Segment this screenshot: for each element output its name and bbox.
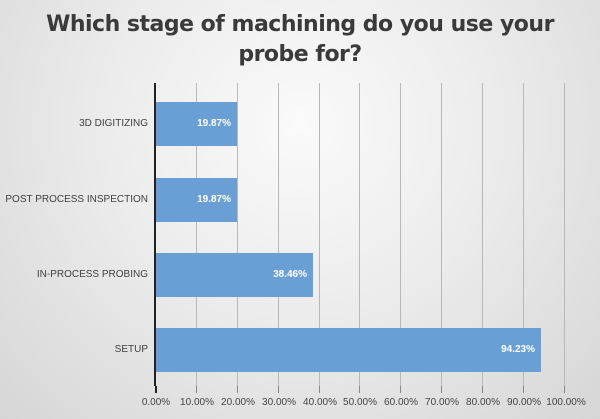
x-tick (400, 386, 401, 393)
x-tick (441, 386, 442, 393)
x-tick (319, 386, 320, 393)
bar-value-label: 38.46% (273, 269, 307, 280)
bar-value-label: 19.87% (197, 118, 231, 129)
bar-setup: 94.23% (156, 328, 541, 372)
x-tick-label: 90.00% (507, 397, 541, 408)
x-tick (155, 386, 157, 393)
x-tick (237, 386, 238, 393)
category-label: SETUP (114, 344, 148, 355)
bar-value-label: 19.87% (197, 194, 231, 205)
plot-area (155, 83, 565, 386)
chart-title: Which stage of machining do you use your… (0, 10, 600, 70)
x-tick (482, 386, 483, 393)
x-tick-label: 30.00% (262, 397, 296, 408)
gridline (400, 83, 401, 386)
gridline (278, 83, 279, 386)
x-tick-label: 20.00% (221, 397, 255, 408)
x-tick (523, 386, 524, 393)
x-tick (196, 386, 197, 393)
x-tick (564, 386, 565, 393)
x-tick (278, 386, 279, 393)
category-label: IN-PROCESS PROBING (36, 269, 148, 280)
gridline (564, 83, 565, 386)
x-tick-label: 80.00% (466, 397, 500, 408)
bar-post-process-inspection: 19.87% (156, 178, 237, 222)
y-axis-line (154, 83, 156, 386)
chart-title-line-2: probe for? (238, 42, 362, 67)
gridline (196, 83, 197, 386)
chart-title-line-1: Which stage of machining do you use your (46, 12, 554, 37)
x-tick-label: 100.00% (546, 397, 586, 408)
gridline (523, 83, 524, 386)
x-tick (359, 386, 360, 393)
bar-value-label: 94.23% (501, 344, 535, 355)
category-label: 3D DIGITIZING (79, 118, 148, 129)
x-tick-label: 60.00% (384, 397, 418, 408)
gridline (359, 83, 360, 386)
x-tick-label: 0.00% (141, 397, 171, 408)
gridline (319, 83, 320, 386)
category-label: POST PROCESS INSPECTION (5, 194, 148, 205)
x-tick-label: 10.00% (180, 397, 214, 408)
gridline (441, 83, 442, 386)
bar-3d-digitizing: 19.87% (156, 102, 237, 146)
x-tick-label: 50.00% (343, 397, 377, 408)
gridline (237, 83, 238, 386)
bar-in-process-probing: 38.46% (156, 253, 313, 297)
x-tick-label: 40.00% (303, 397, 337, 408)
gridline (482, 83, 483, 386)
x-tick-label: 70.00% (425, 397, 459, 408)
